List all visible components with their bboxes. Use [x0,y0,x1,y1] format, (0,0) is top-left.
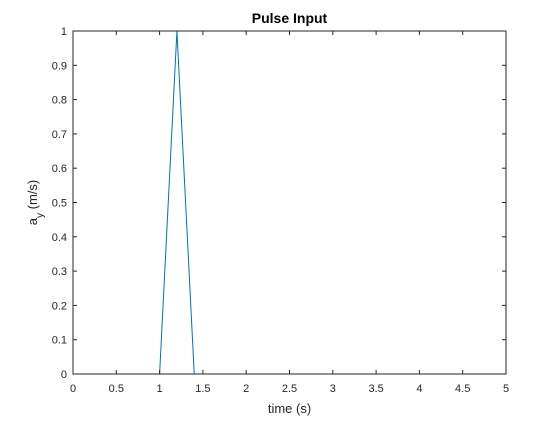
y-tick-label: 0 [61,369,67,381]
x-tick-label: 4 [416,383,422,395]
x-tick-label: 3.5 [368,383,383,395]
x-tick-label: 2 [243,383,249,395]
y-tick-label: 0.5 [52,198,67,210]
y-axis-title: ay (m/s) [25,180,46,225]
y-tick-label: 0.3 [52,266,67,278]
y-tick-label: 0.4 [52,232,67,244]
y-tick-label: 0.9 [52,60,67,72]
plot-area [73,31,506,374]
x-tick-label: 3 [330,383,336,395]
y-axis-title-main: a [25,217,40,225]
x-axis-title: time (s) [268,401,311,416]
x-tick-label: 2.5 [282,383,297,395]
x-tick-label: 0.5 [109,383,124,395]
x-tick-label: 1.5 [195,383,210,395]
y-tick-label: 0.8 [52,95,67,107]
x-tick-label: 1 [157,383,163,395]
y-tick-label: 0.7 [52,129,67,141]
x-tick-label: 0 [70,383,76,395]
y-tick-label: 1 [61,26,67,38]
axes-box [72,30,507,375]
x-tick-label: 4.5 [455,383,470,395]
y-tick-label: 0.2 [52,300,67,312]
x-axis-ticks: 0 0.5 1 1.5 2 2.5 3 3.5 4 4.5 5 [70,31,509,395]
y-axis-title-subscript: y [35,213,46,218]
chart-title: Pulse Input [252,10,328,26]
y-axis-ticks: 0 0.1 0.2 0.3 0.4 0.5 0.6 0.7 0.8 0.9 1 [52,26,506,381]
y-tick-label: 0.1 [52,335,67,347]
y-axis-title-unit: (m/s) [25,180,40,213]
y-tick-label: 0.6 [52,163,67,175]
x-tick-label: 5 [503,383,509,395]
